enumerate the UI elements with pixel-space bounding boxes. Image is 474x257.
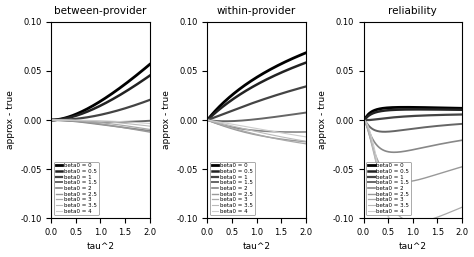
Title: within-provider: within-provider [217,6,296,16]
X-axis label: tau^2: tau^2 [86,242,114,251]
Y-axis label: approx - true: approx - true [162,90,171,150]
Legend: beta0 = 0, beta0 = 0.5, beta0 = 1, beta0 = 1.5, beta0 = 2, beta0 = 2.5, beta0 = : beta0 = 0, beta0 = 0.5, beta0 = 1, beta0… [366,162,411,215]
Y-axis label: approx - true: approx - true [318,90,327,150]
Legend: beta0 = 0, beta0 = 0.5, beta0 = 1, beta0 = 1.5, beta0 = 2, beta0 = 2.5, beta0 = : beta0 = 0, beta0 = 0.5, beta0 = 1, beta0… [210,162,255,215]
X-axis label: tau^2: tau^2 [243,242,271,251]
Legend: beta0 = 0, beta0 = 0.5, beta0 = 1, beta0 = 1.5, beta0 = 2, beta0 = 2.5, beta0 = : beta0 = 0, beta0 = 0.5, beta0 = 1, beta0… [54,162,99,215]
Title: reliability: reliability [388,6,437,16]
Title: between-provider: between-provider [54,6,146,16]
Y-axis label: approx - true: approx - true [6,90,15,150]
X-axis label: tau^2: tau^2 [399,242,427,251]
